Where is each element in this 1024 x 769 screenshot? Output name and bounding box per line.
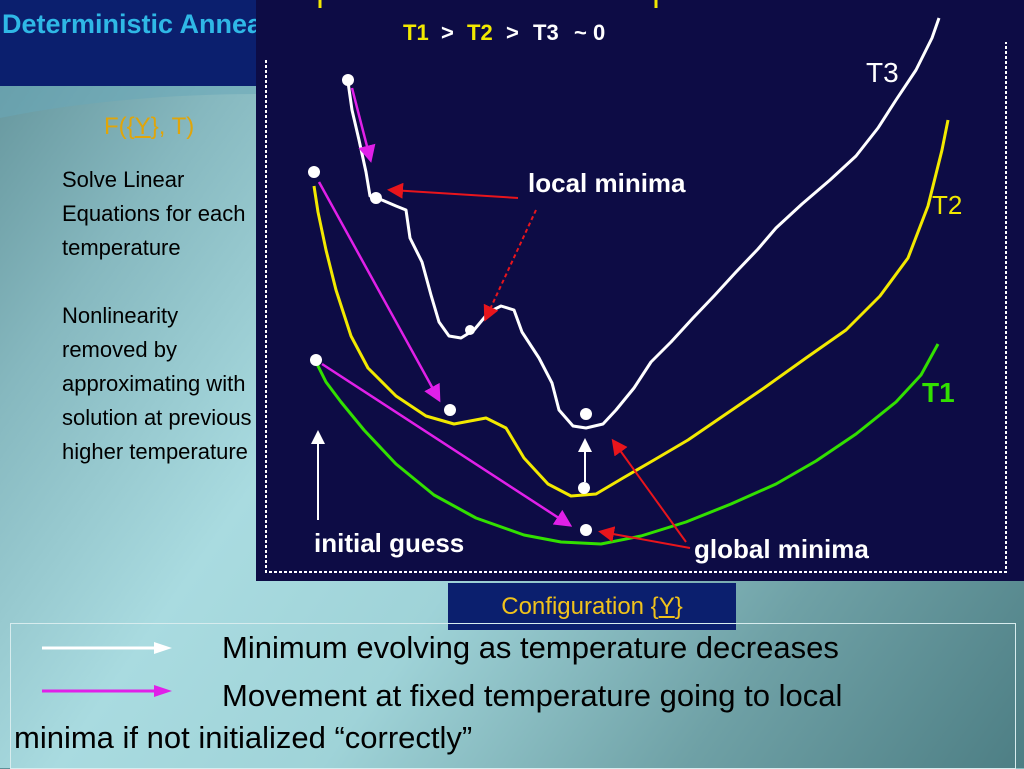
config-variable: Y [658,592,675,620]
t2-start-point [308,166,320,178]
t1-global-point [580,524,592,536]
heading-gt-1: > [441,20,454,45]
local-minima-arrow-2 [483,209,537,322]
global-minima-arrow-1 [611,438,687,543]
initial-guess-label: initial guess [314,528,464,558]
legend-white-text: Minimum evolving as temperature decrease… [222,630,839,665]
annealing-diagram: T1 > T2 > T3 ~ 0 T3 T2 T1 [265,0,1007,573]
move-arrow-t2 [317,181,441,403]
t1-start-point [310,354,322,366]
heading-gt-2: > [506,20,519,45]
temperature-order-heading: T1 > T2 > T3 ~ 0 [403,20,605,45]
config-prefix: Configuration { [501,592,659,620]
heading-t1: T1 [403,20,429,45]
configuration-axis-label: Configuration {Y} [448,583,736,630]
local-minima-arrow-1 [387,182,519,199]
t1-label: T1 [922,377,955,408]
magenta-arrow-icon [42,685,172,697]
t2-global-point [578,482,590,494]
heading-t3: T3 [533,20,559,45]
minimum-points [308,74,592,536]
heading-t2: T2 [467,20,493,45]
annotation-arrows [387,182,691,549]
formula-variable: Y [134,113,151,140]
title-swoosh [0,86,262,118]
config-suffix: } [674,592,683,620]
legend-magenta-text-line2: minima if not initialized “correctly” [14,720,473,755]
t3-global-point [580,408,592,420]
t1-curve [314,343,940,546]
bullet-nonlinearity: Nonlinearity removed by approximating wi… [62,303,252,464]
t3-start-point [342,74,354,86]
fixed-temperature-moves [317,87,573,527]
move-arrow-t3 [350,87,376,163]
move-arrow-t1 [321,362,573,527]
t3-label: T3 [866,57,899,88]
formula-prefix: F({ [104,113,135,140]
t3-local-min-point-1 [370,192,382,204]
legend-magenta-text-line1: Movement at fixed temperature going to l… [222,678,843,713]
bullet-linear-equations: Solve Linear Equations for each temperat… [62,167,246,260]
t2-label: T2 [932,190,962,220]
formula-suffix: }, T) [150,113,195,140]
annealing-figure: T1 > T2 > T3 ~ 0 T3 T2 T1 [256,0,1024,581]
heading-approx: ~ 0 [574,20,605,45]
free-energy-formula: F({Y}, T) [104,113,194,141]
t2-local-min-point [444,404,456,416]
t2-curve [312,119,950,498]
t3-local-min-point-2 [465,325,475,335]
title-box [0,0,262,86]
side-text: Solve Linear Equations for each temperat… [62,163,252,469]
global-minima-arrow-2 [598,526,691,549]
local-minima-label: local minima [528,168,686,198]
t3-curve [346,17,941,430]
white-arrow-icon [42,642,172,654]
temperature-evolution [311,430,592,520]
figure-top-ticks [318,0,658,8]
global-minima-label: global minima [694,534,869,564]
figure-frame [265,42,1007,573]
